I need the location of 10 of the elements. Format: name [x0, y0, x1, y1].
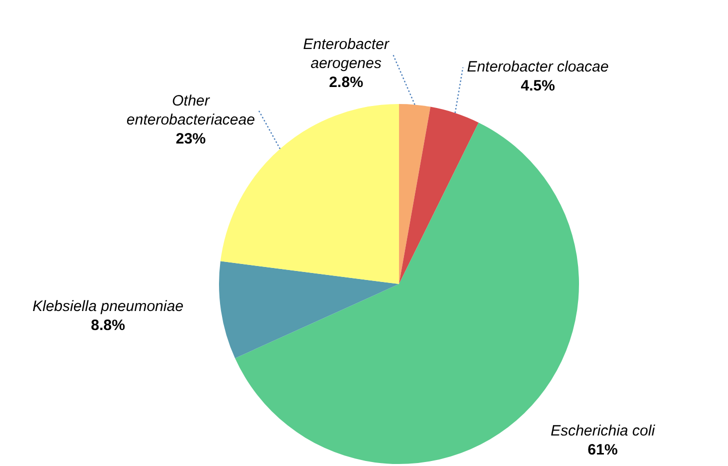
data-label: 8.8%: [90, 317, 126, 334]
data-label: 2.8%: [328, 74, 364, 92]
data-label: 61%: [588, 441, 618, 458]
slice-label: Enterobacter cloacae: [466, 58, 609, 76]
data-label: 4.5%: [520, 78, 555, 94]
slice-label: Klebsiella pneumoniae: [32, 298, 184, 316]
slice-label: Enterobacter aerogenes: [303, 36, 390, 72]
slice-label: Escherichia coli: [550, 422, 656, 440]
slice-label: Other enterobacteriaceae: [126, 92, 255, 129]
data-label: 23%: [176, 130, 206, 148]
